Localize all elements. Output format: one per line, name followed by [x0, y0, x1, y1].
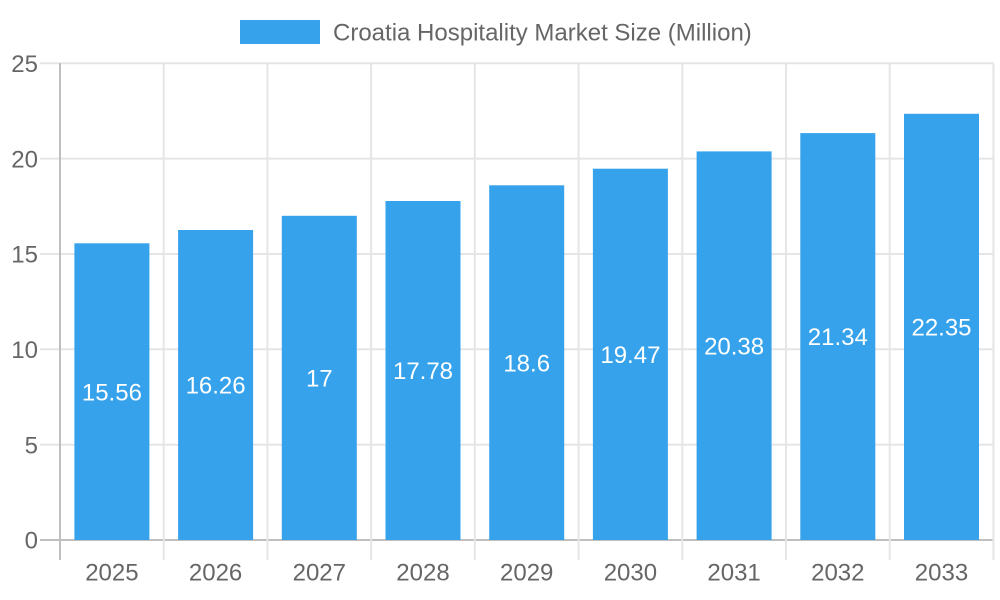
svg-text:Croatia Hospitality Market Siz: Croatia Hospitality Market Size (Million…: [333, 20, 752, 47]
svg-text:10: 10: [11, 337, 38, 364]
svg-text:2033: 2033: [915, 560, 968, 587]
svg-text:2026: 2026: [189, 560, 242, 587]
svg-text:5: 5: [25, 432, 38, 459]
svg-text:21.34: 21.34: [808, 324, 868, 351]
svg-text:17.78: 17.78: [393, 358, 453, 385]
svg-text:2029: 2029: [500, 560, 553, 587]
svg-text:2031: 2031: [707, 560, 760, 587]
svg-text:17: 17: [306, 366, 333, 393]
svg-text:18.6: 18.6: [503, 350, 550, 377]
svg-text:2030: 2030: [604, 560, 657, 587]
svg-text:25: 25: [11, 51, 38, 78]
svg-text:2027: 2027: [293, 560, 346, 587]
svg-text:2032: 2032: [811, 560, 864, 587]
svg-text:0: 0: [25, 528, 38, 555]
svg-text:20: 20: [11, 146, 38, 173]
svg-text:20.38: 20.38: [704, 333, 764, 360]
svg-text:15.56: 15.56: [82, 379, 142, 406]
svg-text:2028: 2028: [396, 560, 449, 587]
svg-text:2025: 2025: [85, 560, 138, 587]
svg-text:19.47: 19.47: [600, 342, 660, 369]
svg-text:22.35: 22.35: [911, 315, 971, 342]
svg-text:16.26: 16.26: [186, 373, 246, 400]
svg-text:15: 15: [11, 242, 38, 269]
